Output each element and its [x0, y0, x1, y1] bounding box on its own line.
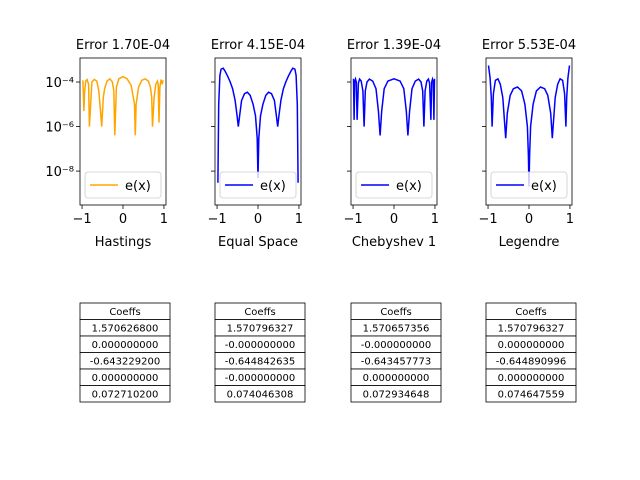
subplot-title: Error 4.15E-04	[211, 38, 305, 53]
x-tick-label: 0	[525, 212, 533, 227]
y-tick-label: 10⁻⁶	[45, 121, 74, 136]
x-tick-label: −1	[478, 212, 497, 227]
error-series-line	[487, 65, 571, 187]
legend-label: e(x)	[125, 179, 151, 194]
table-value: 0.074046308	[227, 390, 294, 401]
table-value: -0.000000000	[225, 340, 295, 351]
table-value: -0.000000000	[361, 340, 431, 351]
x-axis-label: Equal Space	[218, 235, 298, 250]
error-series-line	[217, 67, 299, 183]
table-header-text: Coeffs	[244, 307, 275, 318]
x-tick-label: 0	[254, 212, 262, 227]
table-value: 0.000000000	[498, 340, 565, 351]
table-value: 0.074647559	[498, 390, 565, 401]
table-cell	[79, 385, 171, 403]
y-tick-label: 10⁻⁸	[45, 165, 74, 180]
y-tick-label: 10⁻⁴	[45, 76, 74, 91]
table-value: 0.000000000	[498, 373, 565, 384]
subplot-title: Error 5.53E-04	[482, 38, 576, 53]
x-tick-label: −1	[207, 212, 226, 227]
x-tick-label: 0	[119, 212, 127, 227]
table-header-text: Coeffs	[109, 307, 140, 318]
table-value: 1.570626800	[92, 324, 159, 335]
table-value: 1.570657356	[363, 324, 430, 335]
x-tick-label: −1	[72, 212, 91, 227]
table-value: 1.570796327	[227, 324, 294, 335]
table-value: 0.072934648	[363, 390, 430, 401]
table-value: 0.072710200	[92, 390, 159, 401]
table-value: 0.000000000	[92, 340, 159, 351]
error-series-line	[82, 75, 164, 136]
legend-box	[355, 171, 433, 199]
table-value: -0.000000000	[225, 373, 295, 384]
table-cell	[485, 385, 577, 403]
table-value: 0.000000000	[92, 373, 159, 384]
subplot-title: Error 1.39E-04	[347, 38, 441, 53]
legend-label: e(x)	[531, 179, 557, 194]
table-value: -0.644842635	[225, 357, 295, 368]
x-tick-label: 1	[295, 212, 303, 227]
subplot-title: Error 1.70E-04	[76, 38, 170, 53]
legend-box	[219, 171, 297, 199]
x-tick-label: 0	[390, 212, 398, 227]
table-value: -0.643229200	[90, 357, 160, 368]
table-cell	[350, 385, 442, 403]
table-value: -0.644890996	[496, 357, 566, 368]
legend-label: e(x)	[396, 179, 422, 194]
table-value: 0.000000000	[363, 373, 430, 384]
table-value: -0.643457773	[361, 357, 431, 368]
x-tick-label: 1	[160, 212, 168, 227]
x-tick-label: 1	[566, 212, 574, 227]
x-tick-label: 1	[431, 212, 439, 227]
error-series-line	[352, 76, 436, 136]
table-value: 1.570796327	[498, 324, 565, 335]
x-tick-label: −1	[343, 212, 362, 227]
table-header-text: Coeffs	[380, 307, 411, 318]
table-header-text: Coeffs	[515, 307, 546, 318]
legend-box	[490, 171, 568, 199]
table-cell	[214, 385, 306, 403]
x-axis-label: Legendre	[499, 235, 560, 250]
legend-box	[84, 171, 162, 199]
x-axis-label: Hastings	[95, 235, 152, 250]
x-axis-label: Chebyshev 1	[352, 235, 436, 250]
legend-label: e(x)	[260, 179, 286, 194]
